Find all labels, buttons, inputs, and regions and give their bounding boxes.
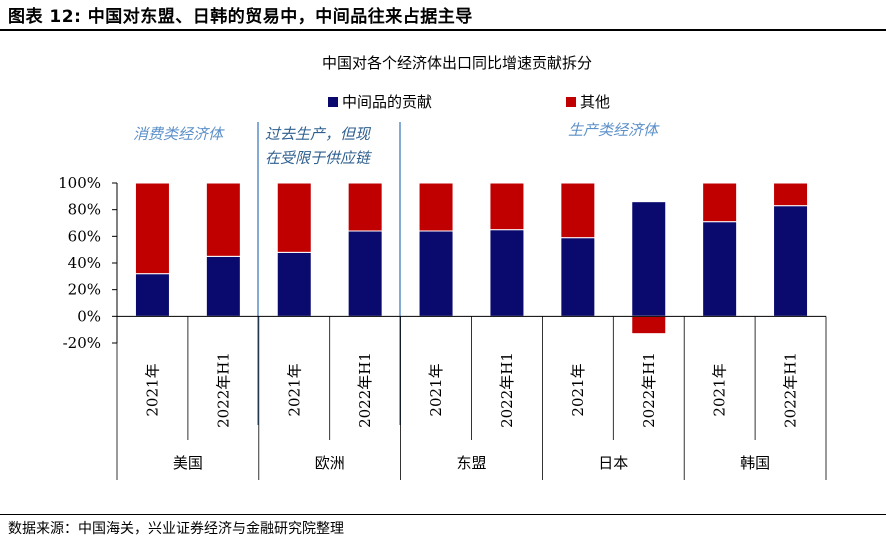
bar-intermediate-7 — [631, 201, 667, 317]
x-group-label: 韩国 — [740, 454, 770, 472]
x-axis: 2021年 2022年H1 2021年 2022年H1 2021年 2022年H1 2021… — [116, 315, 827, 480]
annotation-consumer-economies: 消费类经济体 — [133, 125, 225, 143]
annotation-europe-line1: 过去生产，但现 — [265, 125, 372, 143]
bar-other-8 — [702, 182, 738, 223]
x-category-label: 2021年 — [427, 363, 445, 416]
bar-other-2 — [276, 182, 312, 253]
legend-label-other: 其他 — [580, 93, 610, 111]
y-tick-label: 80% — [68, 201, 101, 219]
legend: 中间品的贡献 其他 — [328, 93, 610, 111]
bottom-rule — [0, 514, 886, 515]
bar-intermediate-8 — [702, 221, 738, 317]
bar-other-4 — [418, 182, 454, 232]
x-group-label: 东盟 — [456, 454, 486, 472]
bar-other-3 — [347, 182, 383, 232]
section-dividers — [257, 122, 401, 425]
top-rule — [0, 29, 886, 31]
x-group-label: 欧洲 — [315, 454, 345, 472]
bar-other-6 — [560, 182, 596, 239]
legend-swatch-other — [566, 97, 576, 107]
bar-intermediate-1 — [205, 255, 241, 317]
bar-other-5 — [489, 182, 525, 231]
chart-svg: 中国对各个经济体出口同比增速贡献拆分 中间品的贡献 其他 消费类经济体 过去生产… — [58, 54, 827, 480]
x-group-label: 日本 — [598, 454, 628, 472]
x-category-label: 2021年 — [711, 363, 729, 416]
bar-other-1 — [205, 182, 241, 257]
y-tick-label: 100% — [58, 174, 101, 192]
y-tick-label: 40% — [68, 254, 101, 272]
bar-intermediate-6 — [560, 237, 596, 317]
x-category-label: 2022年H1 — [214, 352, 232, 428]
bar-intermediate-3 — [347, 230, 383, 317]
x-group-label: 美国 — [173, 454, 203, 472]
annotations: 消费类经济体 过去生产，但现 在受限于供应链 生产类经济体 — [133, 121, 660, 167]
bar-other-7 — [631, 315, 667, 335]
annotation-producer-economies: 生产类经济体 — [568, 121, 660, 139]
bar-intermediate-0 — [134, 273, 170, 317]
bar-intermediate-2 — [276, 251, 312, 317]
bar-intermediate-4 — [418, 230, 454, 317]
y-tick-label: 20% — [68, 281, 101, 299]
x-category-label: 2021年 — [285, 363, 303, 416]
x-category-label: 2021年 — [569, 363, 587, 416]
source-note: 数据来源：中国海关，兴业证券经济与金融研究院整理 — [8, 521, 344, 537]
x-category-label: 2022年H1 — [640, 352, 658, 428]
figure-title: 图表 12: 中国对东盟、日韩的贸易中，中间品往来占据主导 — [8, 7, 473, 27]
chart-title: 中国对各个经济体出口同比增速贡献拆分 — [322, 54, 592, 72]
x-category-label: 2021年 — [143, 363, 161, 416]
legend-swatch-intermediate — [328, 97, 338, 107]
legend-label-intermediate: 中间品的贡献 — [342, 93, 432, 111]
bars — [134, 182, 809, 335]
x-category-label: 2022年H1 — [356, 352, 374, 428]
y-tick-label: -20% — [63, 334, 101, 352]
y-tick-label: 0% — [77, 307, 101, 325]
annotation-europe-line2: 在受限于供应链 — [265, 149, 373, 167]
y-axis: -20% 0% 20% 40% 60% 80% 100% — [58, 174, 118, 352]
x-category-label: 2022年H1 — [782, 352, 800, 428]
bar-other-9 — [773, 182, 809, 207]
y-tick-label: 60% — [68, 227, 101, 245]
x-category-label: 2022年H1 — [498, 352, 516, 428]
bar-other-0 — [134, 182, 170, 275]
bar-intermediate-5 — [489, 229, 525, 317]
bar-intermediate-9 — [773, 205, 809, 317]
